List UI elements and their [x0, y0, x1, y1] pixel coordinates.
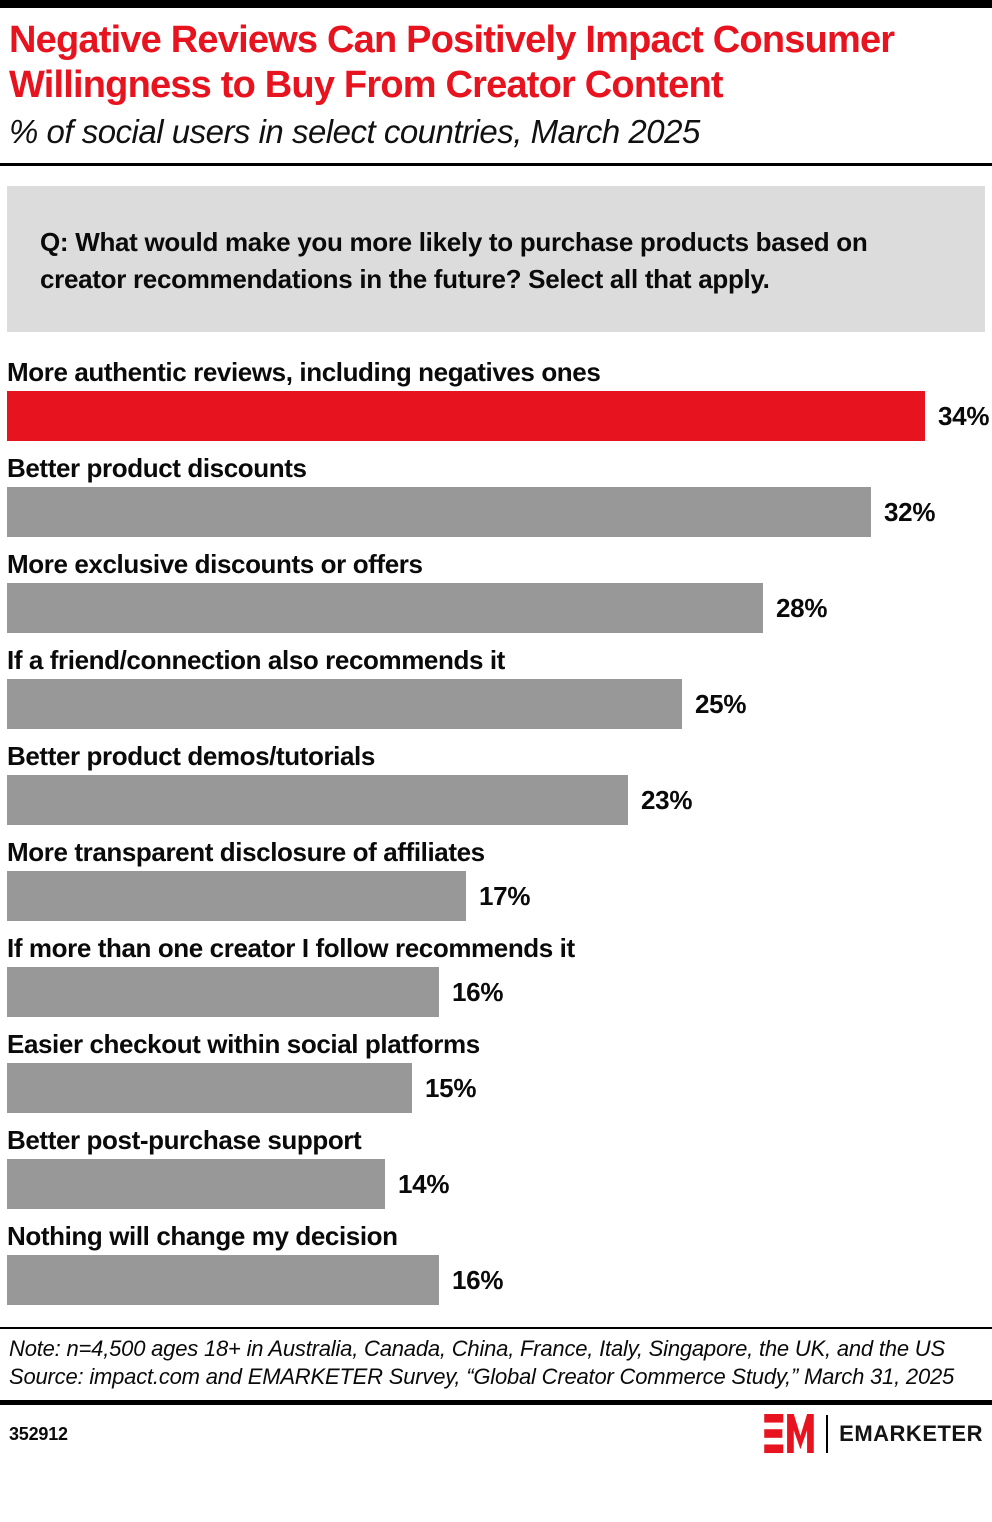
logo-divider: [826, 1415, 829, 1453]
chart-subtitle: % of social users in select countries, M…: [9, 113, 700, 150]
bar-track: 16%: [7, 1255, 985, 1305]
bar-value-label: 25%: [695, 688, 747, 719]
bar: [7, 583, 763, 633]
bar-row: More transparent disclosure of affiliate…: [7, 836, 985, 921]
bar-row: More exclusive discounts or offers 28%: [7, 548, 985, 633]
bar-row: Better product demos/tutorials 23%: [7, 740, 985, 825]
bar: [7, 871, 466, 921]
bar-row: Better product discounts 32%: [7, 452, 985, 537]
bar: [7, 1063, 412, 1113]
bar-category-label: If more than one creator I follow recomm…: [7, 933, 575, 963]
bar-track: 15%: [7, 1063, 985, 1113]
bar-row: Easier checkout within social platforms 1…: [7, 1028, 985, 1113]
bar-track: 16%: [7, 967, 985, 1017]
bar-value-label: 28%: [776, 592, 828, 623]
bar-track: 14%: [7, 1159, 985, 1209]
bar-category-label: More exclusive discounts or offers: [7, 549, 423, 579]
bar-value-label: 15%: [425, 1072, 477, 1103]
bar: [7, 1159, 385, 1209]
top-accent-bar: [0, 0, 992, 8]
header-divider: [0, 163, 992, 166]
bar-category-label: Better product demos/tutorials: [7, 741, 375, 771]
bar-category-label: More authentic reviews, including negati…: [7, 357, 601, 387]
bar: [7, 679, 682, 729]
bar-category-label: Easier checkout within social platforms: [7, 1029, 480, 1059]
bar-value-label: 32%: [884, 496, 936, 527]
bar-category-label: Nothing will change my decision: [7, 1221, 398, 1251]
bar-row: If more than one creator I follow recomm…: [7, 932, 985, 1017]
chart-title: Negative Reviews Can Positively Impact C…: [9, 18, 983, 108]
bar-category-label: More transparent disclosure of affiliate…: [7, 837, 485, 867]
bar-category-label: Better product discounts: [7, 453, 307, 483]
bar-category-label: If a friend/connection also recommends i…: [7, 645, 505, 675]
chart-title-line-1: Negative Reviews Can Positively Impact C…: [9, 19, 895, 61]
source-text: Source: impact.com and EMARKETER Survey,…: [9, 1364, 955, 1389]
bar-value-label: 23%: [641, 784, 693, 815]
chart-id: 352912: [9, 1423, 68, 1444]
emarketer-wordmark: EMARKETER: [839, 1421, 983, 1446]
bar-category-label: Better post-purchase support: [7, 1125, 362, 1155]
bar-track: 17%: [7, 871, 985, 921]
survey-question-box: Q: What would make you more likely to pu…: [7, 186, 985, 332]
bar: [7, 967, 439, 1017]
bar: [7, 775, 628, 825]
bar-chart: More authentic reviews, including negati…: [7, 356, 989, 1305]
bar-row: If a friend/connection also recommends i…: [7, 644, 985, 729]
bar-track: 25%: [7, 679, 985, 729]
bar-track: 28%: [7, 583, 985, 633]
note-text: Note: n=4,500 ages 18+ in Australia, Can…: [9, 1336, 945, 1361]
footer-divider: [0, 1400, 992, 1405]
bar-value-label: 34%: [938, 400, 990, 431]
bar-row: More authentic reviews, including negati…: [7, 356, 989, 441]
bar-track: 23%: [7, 775, 985, 825]
chart-header: Negative Reviews Can Positively Impact C…: [0, 18, 992, 152]
emarketer-logo: EMARKETER: [764, 1414, 983, 1454]
footnote-divider: [0, 1327, 992, 1329]
bar-row: Nothing will change my decision 16%: [7, 1220, 985, 1305]
bar-value-label: 14%: [398, 1168, 450, 1199]
bar-value-label: 17%: [479, 880, 531, 911]
chart-title-line-2: Willingness to Buy From Creator Content: [9, 64, 724, 106]
em-monogram-icon: [764, 1414, 814, 1454]
bar-value-label: 16%: [452, 1264, 504, 1295]
footer: 352912 EMARKETER: [0, 1405, 992, 1454]
bar: [7, 391, 925, 441]
bar: [7, 487, 871, 537]
bar-track: 32%: [7, 487, 985, 537]
footnotes: Note: n=4,500 ages 18+ in Australia, Can…: [9, 1335, 983, 1391]
bar-value-label: 16%: [452, 976, 504, 1007]
bar: [7, 1255, 439, 1305]
bar-row: Better post-purchase support 14%: [7, 1124, 985, 1209]
bar-track: 34%: [7, 391, 989, 441]
